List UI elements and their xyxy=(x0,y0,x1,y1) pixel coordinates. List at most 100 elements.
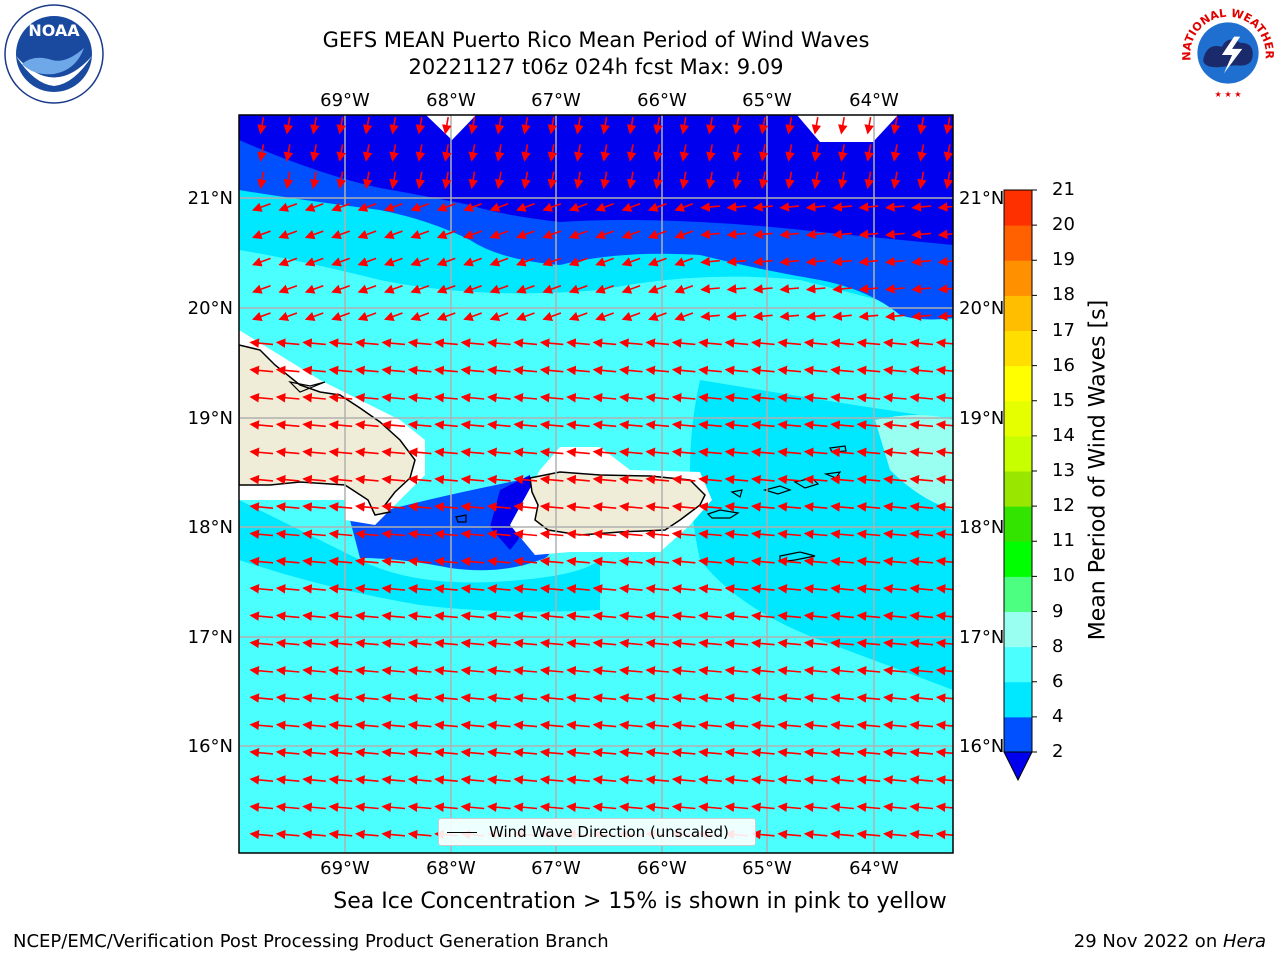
wind-wave-arrow xyxy=(883,474,907,485)
sea-ice-note: Sea Ice Concentration > 15% is shown in … xyxy=(333,889,947,914)
wind-wave-arrow xyxy=(883,392,907,403)
wind-wave-arrow xyxy=(803,829,828,840)
wind-wave-arrow xyxy=(883,611,907,621)
wind-wave-arrow xyxy=(389,144,399,162)
footer-credit: NCEP/EMC/Verification Post Processing Pr… xyxy=(13,931,609,952)
wind-wave-arrow xyxy=(706,116,716,135)
lon-tick-top: 68°W xyxy=(426,90,476,111)
wind-wave-arrow xyxy=(407,829,432,840)
wind-wave-arrow xyxy=(619,392,643,403)
wind-wave-arrow xyxy=(883,338,907,348)
wind-wave-arrow xyxy=(355,447,379,458)
wind-wave-arrow xyxy=(566,693,590,703)
wind-wave-arrow xyxy=(909,775,934,785)
wind-wave-arrow xyxy=(909,665,934,676)
wind-wave-arrow xyxy=(460,502,485,512)
wind-wave-arrow xyxy=(328,474,353,485)
wind-wave-arrow xyxy=(249,474,274,485)
wind-wave-arrow xyxy=(856,420,881,430)
wind-wave-arrow xyxy=(679,171,690,190)
wind-wave-arrow xyxy=(830,747,854,758)
wind-wave-arrow xyxy=(302,638,326,649)
wind-wave-arrow xyxy=(328,665,353,676)
wind-wave-arrow xyxy=(468,144,478,162)
wind-wave-arrow xyxy=(566,611,590,621)
wind-wave-arrow xyxy=(487,474,511,485)
colorbar-tick-label: 16 xyxy=(1052,354,1075,376)
wind-wave-arrow xyxy=(251,202,271,212)
wind-wave-arrow xyxy=(595,230,614,240)
wind-wave-arrow xyxy=(355,665,379,676)
wind-wave-arrow xyxy=(381,392,406,403)
wind-wave-arrow xyxy=(302,529,326,540)
wind-wave-arrow xyxy=(494,116,505,135)
wind-wave-arrow xyxy=(328,338,353,348)
wind-wave-arrow xyxy=(592,447,617,458)
wind-wave-arrow xyxy=(698,502,722,512)
wind-wave-arrow xyxy=(302,829,326,840)
wind-wave-arrow xyxy=(434,529,458,540)
wind-wave-arrow xyxy=(542,257,562,267)
wind-wave-arrow xyxy=(751,556,775,567)
wind-wave-arrow xyxy=(805,256,826,267)
wind-wave-arrow xyxy=(856,829,881,840)
wind-wave-arrow xyxy=(883,529,907,540)
wind-wave-arrow xyxy=(381,556,406,567)
colorbar-segment xyxy=(1004,681,1032,718)
wind-wave-arrow xyxy=(568,257,588,267)
wind-wave-arrow xyxy=(751,747,775,758)
wind-wave-arrow xyxy=(671,447,696,458)
wind-wave-arrow xyxy=(381,802,406,813)
lat-tick-left: 16°N xyxy=(188,736,233,757)
wind-wave-arrow xyxy=(362,116,373,135)
wind-wave-arrow xyxy=(830,665,854,676)
wind-wave-arrow xyxy=(487,556,511,567)
wind-wave-arrow xyxy=(674,202,694,212)
wind-wave-arrow xyxy=(460,802,485,813)
wind-wave-arrow xyxy=(621,284,641,294)
wind-wave-arrow xyxy=(460,365,485,376)
wind-wave-arrow xyxy=(249,611,274,621)
wind-wave-arrow xyxy=(619,474,643,485)
wind-wave-arrow xyxy=(626,116,637,135)
wind-wave-arrow xyxy=(463,230,482,240)
wind-wave-arrow xyxy=(909,556,934,567)
wind-wave-arrow xyxy=(434,665,458,676)
wind-wave-arrow xyxy=(830,775,854,785)
wind-wave-arrow xyxy=(619,802,643,813)
wind-wave-arrow xyxy=(574,171,584,190)
colorbar-extend-arrow xyxy=(1003,751,1033,782)
wind-wave-arrow xyxy=(328,720,353,731)
wind-wave-arrow xyxy=(487,693,511,703)
wind-wave-arrow xyxy=(698,529,722,540)
wind-wave-arrow xyxy=(249,638,274,649)
wind-wave-arrow xyxy=(566,392,590,403)
wind-wave-arrow xyxy=(751,720,775,731)
wind-wave-arrow xyxy=(803,638,828,649)
wind-wave-arrow xyxy=(864,116,874,135)
wind-wave-arrow xyxy=(937,311,953,321)
wind-wave-arrow xyxy=(513,665,538,676)
wind-wave-arrow xyxy=(331,202,350,212)
wind-wave-arrow xyxy=(653,171,663,190)
map-legend: Wind Wave Direction (unscaled) xyxy=(438,818,756,846)
wind-wave-arrow xyxy=(830,529,854,540)
wind-wave-arrow xyxy=(600,144,610,162)
wind-wave-arrow xyxy=(751,584,775,594)
wind-wave-arrow xyxy=(539,665,564,676)
wind-wave-arrow xyxy=(753,202,773,212)
wind-wave-arrow xyxy=(830,474,854,485)
wind-wave-arrow xyxy=(434,611,458,621)
wind-wave-arrow xyxy=(434,584,458,594)
wind-wave-arrow xyxy=(275,611,300,621)
wind-wave-arrow xyxy=(909,693,934,703)
wind-wave-arrow xyxy=(698,638,722,649)
wind-wave-arrow xyxy=(856,556,881,567)
wind-wave-arrow xyxy=(460,693,485,703)
wind-wave-arrow xyxy=(407,665,432,676)
wind-wave-arrow xyxy=(885,311,905,321)
wind-wave-arrow xyxy=(883,829,907,840)
colorbar-segment xyxy=(1004,225,1032,261)
wind-wave-arrow xyxy=(917,116,927,135)
wind-wave-arrow xyxy=(724,556,749,567)
